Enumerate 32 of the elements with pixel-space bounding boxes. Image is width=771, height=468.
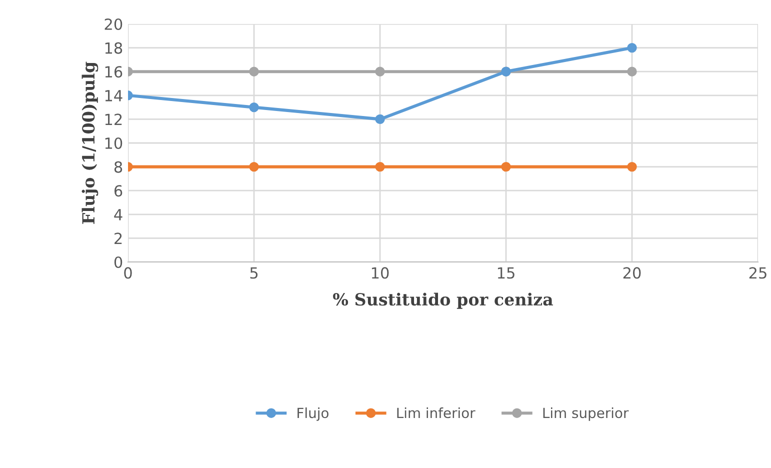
legend-label: Lim inferior	[397, 407, 476, 418]
y-tick-label: 2	[114, 232, 122, 244]
y-tick-label: 20	[104, 18, 122, 30]
point	[375, 114, 385, 124]
x-tick-label: 15	[498, 267, 514, 279]
x-tick-label: 20	[623, 267, 641, 279]
point	[375, 162, 385, 172]
point	[627, 42, 637, 53]
point	[627, 162, 637, 172]
y-tick-label: 8	[114, 161, 122, 173]
point	[249, 162, 259, 172]
point	[627, 66, 637, 76]
y-tick-label: 12	[105, 114, 122, 126]
y-tick-label: 6	[114, 185, 122, 197]
y-axis-title: Flujo (1/100)pulg	[82, 62, 98, 224]
y-tick-label: 18	[105, 42, 122, 54]
y-tick-label: 16	[105, 66, 122, 78]
point	[375, 66, 385, 76]
x-tick-label: 0	[124, 267, 132, 279]
point	[249, 102, 259, 112]
point	[249, 66, 259, 76]
y-tick-label: 14	[105, 90, 122, 102]
y-tick-label: 10	[105, 137, 122, 150]
legend-label: Lim superior	[543, 407, 629, 421]
y-tick-label: 4	[114, 209, 122, 220]
legend-label: Flujo	[298, 407, 328, 421]
x-tick-label: 5	[250, 267, 258, 279]
y-tick-label: 0	[114, 256, 122, 268]
point	[501, 162, 511, 172]
x-axis-title: % Sustituido por ceniza	[333, 292, 553, 309]
x-tick-label: 10	[372, 267, 389, 279]
x-tick-label: 25	[749, 267, 766, 279]
